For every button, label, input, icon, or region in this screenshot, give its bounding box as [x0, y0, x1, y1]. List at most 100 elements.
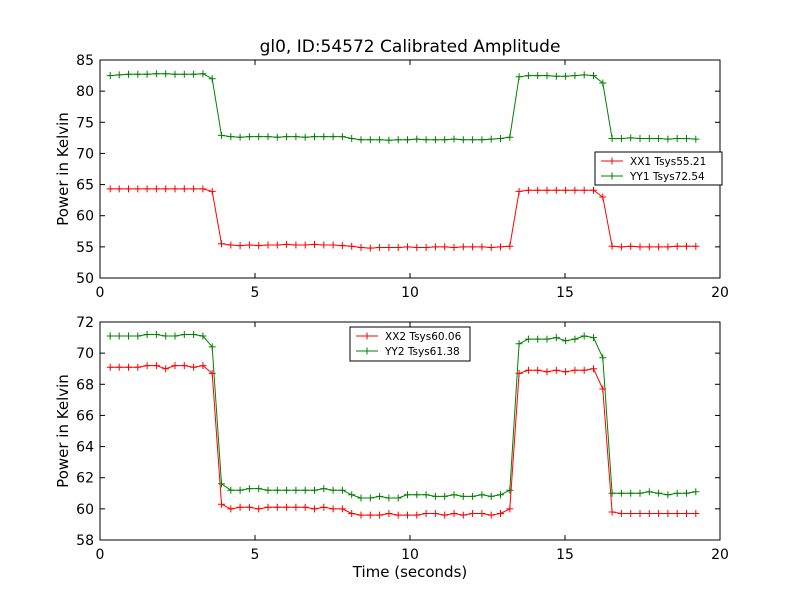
legend-box — [594, 151, 723, 186]
data-point — [348, 510, 356, 517]
legend-marker — [363, 332, 371, 340]
data-point — [385, 136, 393, 144]
data-point — [459, 243, 467, 251]
data-point — [218, 240, 225, 248]
data-point — [515, 340, 523, 348]
data-point — [106, 332, 114, 340]
data-point — [543, 72, 551, 80]
data-point — [115, 363, 123, 371]
data-point — [683, 510, 690, 517]
data-point — [125, 185, 132, 193]
data-point — [115, 71, 123, 79]
data-point — [283, 503, 291, 511]
data-point — [404, 136, 411, 144]
data-point — [497, 243, 504, 251]
data-point — [431, 492, 439, 500]
y-tick-label: 66 — [76, 408, 94, 424]
data-point — [190, 185, 198, 193]
data-point — [329, 505, 337, 513]
data-point — [236, 242, 244, 250]
data-point — [655, 489, 663, 497]
data-point — [292, 503, 300, 511]
data-point — [404, 491, 411, 499]
y-tick-label: 64 — [76, 440, 94, 456]
data-point — [394, 136, 402, 144]
legend-label: YY1 Tsys72.54 — [629, 171, 705, 183]
data-point — [106, 72, 114, 80]
data-point — [608, 508, 616, 516]
x-tick-label: 5 — [251, 285, 260, 301]
data-point — [338, 133, 346, 141]
data-point — [273, 503, 281, 511]
data-point — [348, 242, 356, 250]
data-point — [487, 244, 495, 251]
data-point — [497, 491, 504, 499]
data-point — [552, 334, 560, 342]
data-point — [357, 511, 365, 519]
data-point — [311, 133, 318, 141]
data-point — [478, 243, 486, 251]
data-point — [227, 486, 235, 494]
y-tick-label: 50 — [76, 271, 94, 287]
data-point — [552, 366, 560, 374]
legend: XX2 Tsys60.06 YY2 Tsys61.38 — [349, 326, 471, 362]
data-point — [422, 136, 430, 144]
data-point — [366, 244, 374, 252]
data-point — [683, 489, 690, 497]
data-point — [590, 72, 597, 80]
data-point — [338, 505, 346, 513]
series-yy1 — [106, 70, 700, 144]
data-point — [264, 486, 272, 494]
data-point — [106, 363, 114, 371]
x-axis-label: Time (seconds) — [352, 563, 468, 581]
data-point — [636, 243, 644, 251]
data-point — [180, 70, 188, 78]
y-tick-label: 60 — [76, 502, 94, 518]
data-point — [571, 186, 579, 194]
y-tick-label: 58 — [76, 533, 94, 549]
data-point — [162, 365, 170, 373]
data-point — [506, 505, 514, 513]
data-point — [645, 135, 653, 142]
data-point — [487, 135, 495, 143]
data-point — [497, 510, 504, 517]
axes-frame — [99, 321, 721, 541]
data-point — [562, 368, 570, 376]
x-tick-label: 15 — [556, 547, 574, 563]
data-point — [673, 242, 681, 250]
data-point — [236, 133, 244, 141]
y-tick-label: 55 — [76, 240, 94, 256]
data-point — [664, 510, 672, 517]
data-point — [199, 185, 207, 193]
data-point — [143, 70, 151, 78]
legend-label: XX2 Tsys60.06 — [385, 331, 462, 343]
data-point — [497, 135, 504, 142]
data-point — [608, 242, 616, 250]
data-point — [441, 511, 449, 519]
x-tick-label: 5 — [251, 547, 260, 563]
data-point — [404, 511, 411, 519]
data-point — [692, 242, 700, 250]
x-tick-label: 0 — [96, 547, 105, 563]
data-point — [655, 135, 663, 142]
data-point — [413, 491, 421, 499]
data-point — [301, 241, 309, 249]
data-point — [171, 185, 179, 193]
data-point — [487, 492, 495, 500]
data-point — [543, 186, 551, 194]
x-tick-label: 20 — [711, 547, 729, 563]
data-point — [357, 136, 365, 144]
data-point — [162, 332, 170, 340]
data-point — [441, 243, 449, 251]
x-tick-label: 0 — [96, 285, 105, 301]
data-point — [162, 185, 170, 193]
data-point — [273, 241, 281, 249]
data-point — [385, 510, 393, 517]
y-tick-label: 62 — [76, 471, 94, 487]
series-xx2 — [106, 362, 700, 519]
data-point — [543, 368, 551, 376]
data-point — [255, 505, 263, 513]
data-point — [134, 185, 142, 193]
data-point — [645, 243, 653, 251]
data-point — [301, 133, 309, 141]
